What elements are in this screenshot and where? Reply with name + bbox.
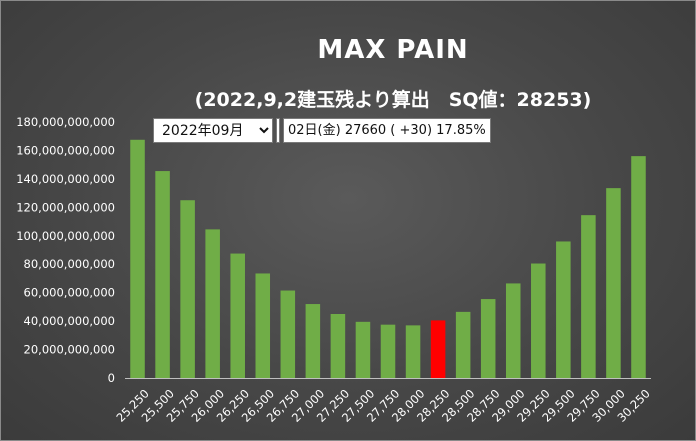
y-tick-label: 80,000,000,000 bbox=[24, 257, 115, 271]
bar bbox=[380, 324, 396, 378]
bar bbox=[531, 263, 546, 378]
bar bbox=[205, 229, 220, 378]
bar bbox=[455, 311, 471, 378]
y-tick-label: 40,000,000,000 bbox=[24, 314, 115, 328]
control-separator bbox=[276, 118, 280, 143]
bar bbox=[556, 241, 571, 378]
y-tick-label: 160,000,000,000 bbox=[16, 143, 115, 157]
y-tick-label: 0 bbox=[108, 371, 115, 385]
bar bbox=[130, 139, 145, 378]
y-tick-label: 20,000,000,000 bbox=[24, 343, 115, 357]
y-tick-label: 100,000,000,000 bbox=[16, 229, 115, 243]
bar bbox=[155, 171, 170, 378]
bar bbox=[405, 325, 421, 378]
bar bbox=[581, 215, 596, 378]
price-info-box: 02日(金) 27660 ( +30) 17.85% bbox=[283, 118, 491, 143]
bar bbox=[280, 290, 296, 378]
chart-subtitle: (2022,9,2建玉残より算出 SQ値：28253) bbox=[194, 89, 592, 111]
bar bbox=[355, 321, 371, 378]
bar bbox=[631, 156, 646, 378]
y-tick-label: 120,000,000,000 bbox=[16, 200, 115, 214]
y-tick-label: 60,000,000,000 bbox=[24, 286, 115, 300]
bars bbox=[130, 139, 646, 378]
y-tick-label: 180,000,000,000 bbox=[16, 115, 115, 129]
bar bbox=[480, 299, 496, 378]
x-axis: 25,25025,50025,75026,00026,25026,50026,7… bbox=[114, 378, 653, 425]
bar bbox=[305, 304, 321, 378]
bar bbox=[606, 188, 621, 378]
bar bbox=[330, 314, 346, 378]
bar bbox=[180, 200, 195, 378]
y-tick-label: 140,000,000,000 bbox=[16, 172, 115, 186]
chart-title: MAX PAIN bbox=[317, 35, 469, 65]
y-axis: 0 20,000,000,000 40,000,000,000 60,000,000,… bbox=[16, 115, 115, 385]
bar bbox=[255, 273, 271, 378]
bar bbox=[230, 253, 245, 378]
month-select[interactable]: 2022年09月 bbox=[153, 118, 273, 143]
bar bbox=[505, 283, 521, 378]
bar-highlighted bbox=[430, 320, 446, 378]
